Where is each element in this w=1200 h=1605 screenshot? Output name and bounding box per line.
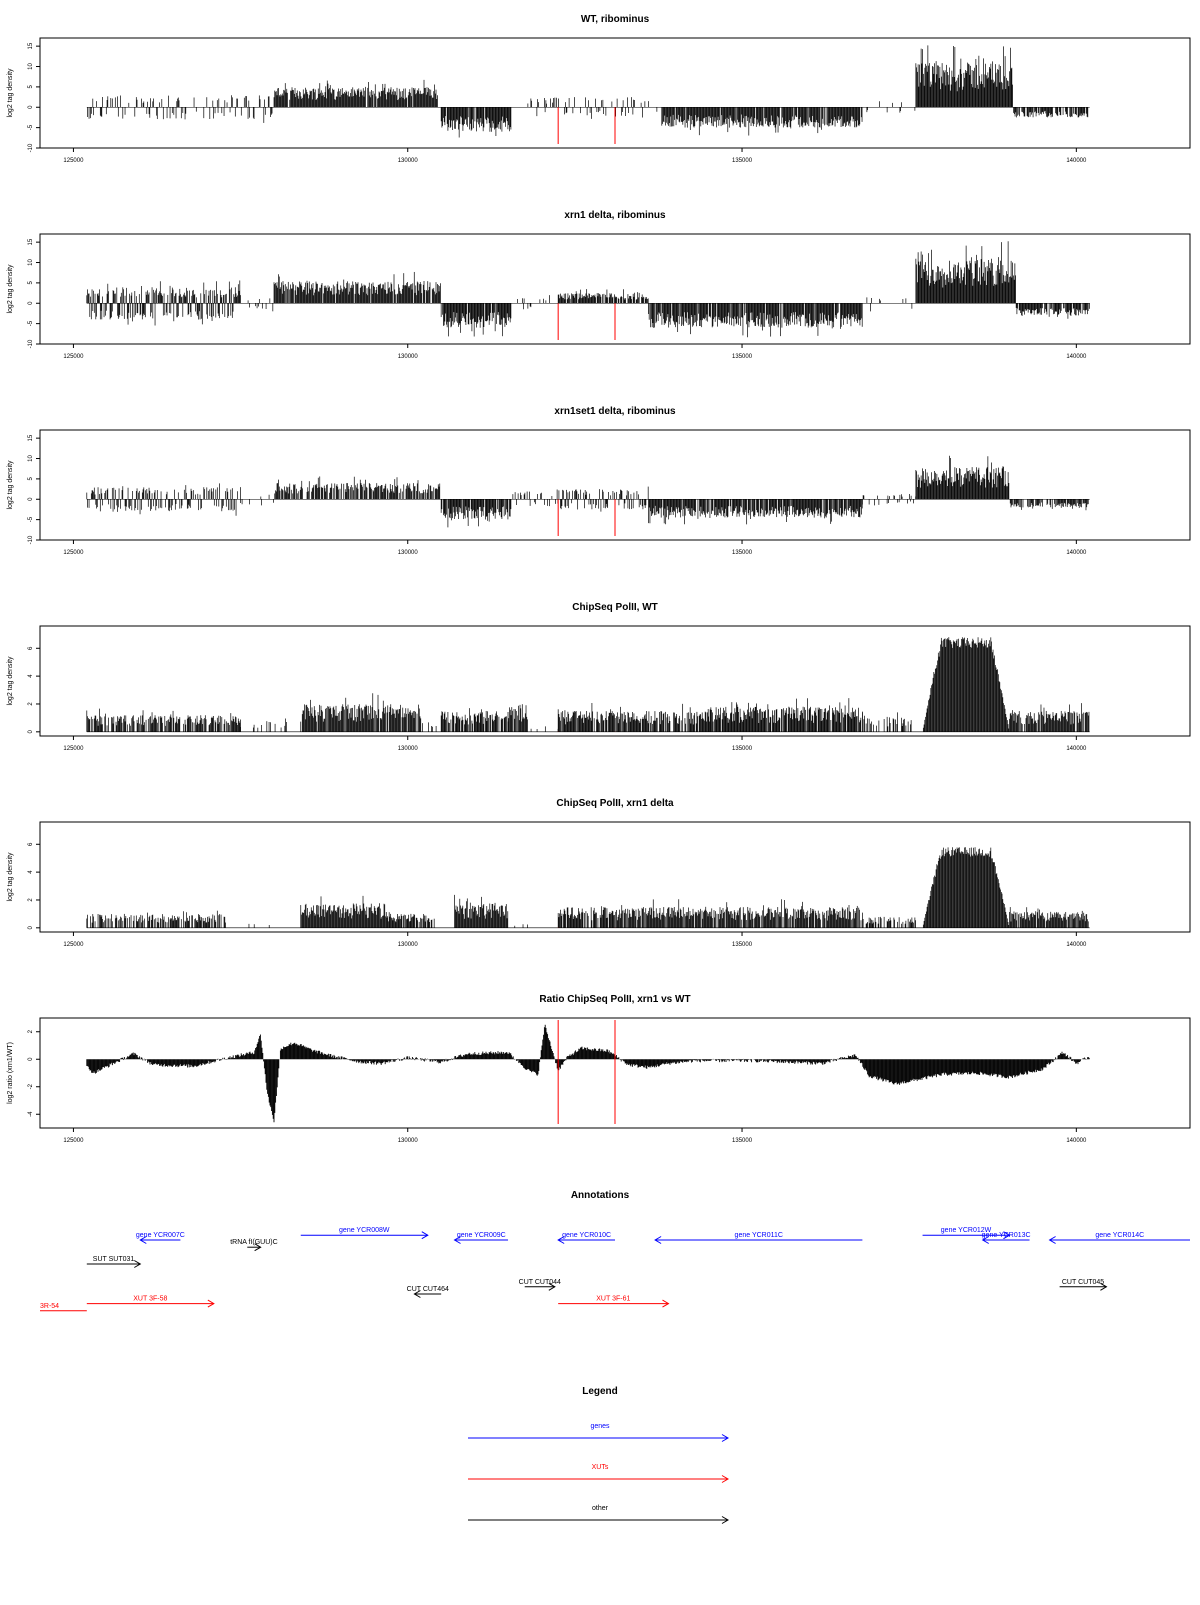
panel-4-ylabel: log2 tag density [7,852,14,902]
panel-1-ylabel: log2 tag density [7,264,14,314]
x-tick-label: 130000 [398,158,419,164]
x-tick-label: 130000 [398,746,419,752]
x-tick-label: 135000 [732,354,753,360]
panel-3-title: ChipSeq PolII, WT [572,602,658,613]
y-tick-label: 5 [28,477,34,481]
x-tick-label: 140000 [1066,354,1087,360]
x-tick-label: 125000 [63,354,84,360]
y-tick-label: 10 [28,455,34,462]
panel-1-bars [87,241,1090,337]
x-tick-label: 140000 [1066,550,1087,556]
y-tick-label: 6 [28,646,34,650]
x-tick-label: 125000 [63,746,84,752]
y-tick-label: 15 [28,42,34,49]
x-tick-label: 135000 [732,158,753,164]
y-tick-label: 0 [28,729,34,733]
x-tick-label: 125000 [63,158,84,164]
y-tick-label: -5 [28,516,34,522]
x-tick-label: 135000 [732,550,753,556]
x-tick-label: 125000 [63,550,84,556]
y-tick-label: 2 [28,898,34,902]
panel-0-ylabel: log2 tag density [7,68,14,118]
panel-1-title: xrn1 delta, ribominus [564,210,666,221]
y-tick-label: -10 [28,339,34,348]
x-tick-label: 140000 [1066,746,1087,752]
y-tick-label: 15 [28,238,34,245]
panel-0-title: WT, ribominus [581,14,650,25]
y-tick-label: 0 [28,301,34,305]
y-tick-label: -5 [28,124,34,130]
y-tick-label: -5 [28,320,34,326]
x-tick-label: 140000 [1066,942,1087,948]
panel-2-title: xrn1set1 delta, ribominus [554,406,676,417]
x-tick-label: 135000 [732,942,753,948]
x-tick-label: 130000 [398,942,419,948]
x-tick-label: 130000 [398,550,419,556]
panel-2-ylabel: log2 tag density [7,460,14,510]
x-tick-label: 135000 [732,746,753,752]
y-tick-label: 10 [28,259,34,266]
y-tick-label: 6 [28,842,34,846]
x-tick-label: 130000 [398,354,419,360]
y-tick-label: 0 [28,105,34,109]
y-tick-label: 4 [28,870,34,874]
y-tick-label: -10 [28,143,34,152]
y-tick-label: 10 [28,63,34,70]
y-tick-label: -10 [28,535,34,544]
y-tick-label: 15 [28,434,34,441]
panel-4-title: ChipSeq PolII, xrn1 delta [556,798,674,809]
y-tick-label: 4 [28,674,34,678]
y-tick-label: 2 [28,702,34,706]
y-tick-label: 0 [28,497,34,501]
panel-3-bars [87,637,1090,732]
panel-4-bars [87,847,1090,928]
y-tick-label: 5 [28,281,34,285]
panel-0-bars [87,45,1090,137]
panel-3-ylabel: log2 tag density [7,656,14,706]
panel-2-bars [87,456,1090,528]
x-tick-label: 140000 [1066,158,1087,164]
x-tick-label: 125000 [63,942,84,948]
y-tick-label: 5 [28,85,34,89]
y-tick-label: 0 [28,925,34,929]
